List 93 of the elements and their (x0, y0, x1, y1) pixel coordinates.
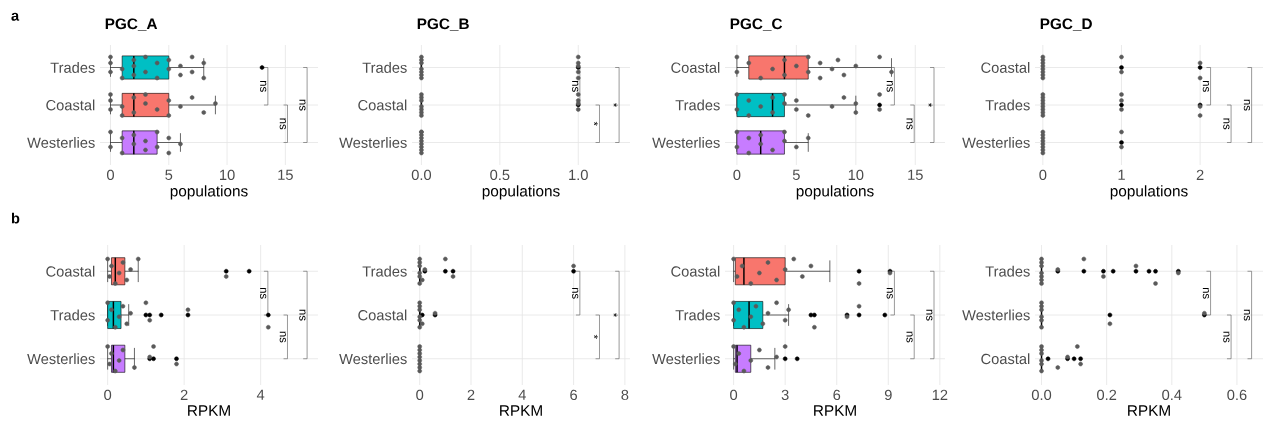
x-tick-label: 0 (733, 169, 741, 181)
annotation: ns (906, 118, 913, 130)
annotation: ns (1243, 309, 1251, 321)
x-axis-title: RPKM (500, 405, 542, 416)
annotation: ns (1223, 331, 1230, 343)
x-tick-label: 0.5 (490, 169, 510, 181)
x-tick-label: 15 (908, 169, 923, 180)
chart-title: PGC_C (730, 18, 783, 31)
y-tick-label: Westerlies (962, 137, 1030, 148)
annotation: ns (886, 287, 893, 299)
annotation: ns (1243, 99, 1251, 111)
y-tick-label: Westerlies (339, 137, 407, 148)
x-tick-label: 0 (106, 169, 114, 181)
chart-title: PGC_D (1040, 18, 1092, 31)
y-tick-label: Westerlies (652, 137, 720, 148)
x-tick-label: 0.0 (411, 169, 432, 181)
annotation: ns (572, 81, 579, 92)
x-tick-label: 15 (278, 169, 293, 180)
x-tick-label: 4 (256, 389, 265, 400)
y-tick-label: Westerlies (652, 353, 720, 365)
y-tick-label: Trades (50, 309, 95, 321)
y-tick-label: Trades (50, 62, 95, 73)
y-tick-label: Coastal (981, 353, 1030, 365)
x-tick-label: 5 (792, 169, 800, 180)
x-tick-label: 0 (1039, 169, 1047, 181)
x-axis-title: RPKM (188, 405, 230, 416)
x-tick-label: 1.0 (569, 169, 588, 181)
annotation: ns (299, 309, 306, 321)
annotation: ns (926, 309, 933, 321)
x-tick-label: 10 (220, 169, 235, 181)
x-tick-label: 0.4 (1162, 389, 1182, 401)
annotation: ns (299, 99, 306, 111)
annotation: ns (1202, 81, 1209, 92)
x-tick-label: 1 (1118, 169, 1125, 180)
y-tick-label: Trades (985, 265, 1030, 277)
y-tick-label: Coastal (671, 62, 720, 73)
x-tick-label: 2 (467, 389, 475, 400)
annotation: ns (1223, 118, 1230, 130)
y-tick-label: Trades (362, 62, 407, 73)
text: b (11, 212, 20, 224)
annotation: * (613, 312, 618, 318)
annotation: ns (906, 331, 913, 343)
annotation: ns (260, 287, 267, 299)
annotation: * (593, 121, 598, 126)
x-tick-label: 6 (833, 389, 841, 401)
y-tick-label: Coastal (981, 62, 1030, 73)
chart-title: PGC_B (417, 18, 469, 31)
annotation: ns (1202, 287, 1209, 299)
x-tick-label: 0.2 (1097, 389, 1117, 401)
annotation: ns (279, 331, 286, 343)
x-tick-label: 6 (570, 389, 578, 401)
x-tick-label: 0.0 (1031, 389, 1052, 401)
y-tick-label: Westerlies (962, 309, 1030, 321)
annotation: * (928, 102, 933, 108)
x-tick-label: 9 (884, 389, 892, 401)
x-axis-title: RPKM (1128, 405, 1170, 416)
y-tick-label: Trades (675, 99, 720, 111)
y-tick-label: Coastal (358, 309, 407, 321)
x-tick-label: 0 (416, 389, 424, 401)
y-tick-label: Trades (985, 99, 1030, 111)
y-tick-label: Westerlies (339, 353, 407, 365)
x-axis-title: populations (796, 185, 874, 200)
text: a (11, 12, 20, 21)
y-tick-label: Coastal (46, 99, 95, 111)
y-tick-label: Westerlies (27, 137, 95, 148)
x-tick-label: 0.6 (1227, 389, 1247, 401)
y-tick-label: Westerlies (27, 353, 95, 365)
x-axis-title: populations (482, 185, 560, 200)
x-tick-label: 12 (932, 389, 948, 400)
x-tick-label: 2 (180, 389, 188, 400)
x-axis-title: populations (1110, 185, 1188, 200)
annotation: * (593, 334, 598, 339)
x-axis-title: populations (170, 185, 248, 200)
y-tick-label: Trades (362, 265, 407, 277)
x-tick-label: 2 (1196, 169, 1204, 180)
y-tick-label: Coastal (671, 265, 720, 277)
y-tick-label: Trades (675, 309, 720, 321)
annotation: * (613, 102, 618, 108)
annotation: ns (572, 287, 579, 299)
y-tick-label: Coastal (46, 265, 95, 277)
x-tick-label: 8 (621, 389, 629, 401)
x-tick-label: 4 (518, 389, 526, 400)
x-tick-label: 10 (848, 169, 864, 181)
x-tick-label: 0 (730, 389, 738, 401)
annotation: ns (886, 81, 893, 92)
annotation: ns (260, 81, 267, 92)
x-tick-label: 3 (781, 389, 789, 401)
x-axis-title: RPKM (814, 405, 856, 416)
x-tick-label: 0 (104, 389, 112, 401)
y-tick-label: Coastal (358, 99, 407, 111)
chart-title: PGC_A (105, 18, 158, 31)
annotation: ns (279, 118, 286, 130)
x-tick-label: 5 (165, 169, 173, 180)
